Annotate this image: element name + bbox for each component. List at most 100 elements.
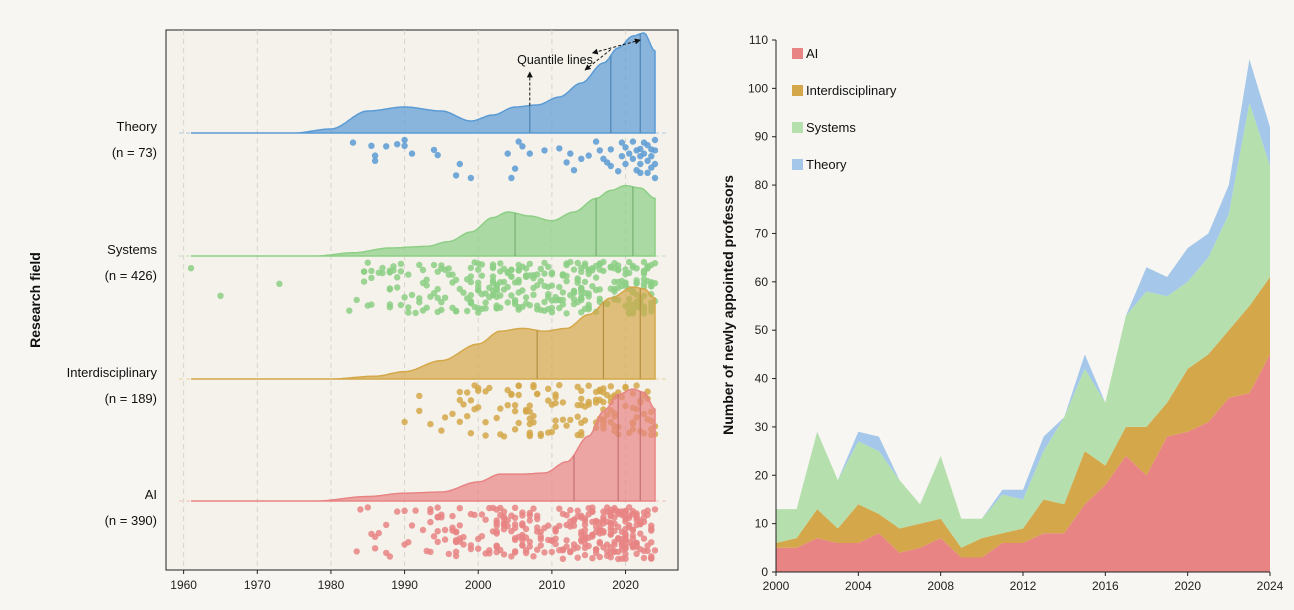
data-point — [648, 280, 655, 287]
data-point — [493, 506, 500, 513]
data-point — [640, 268, 648, 276]
data-point — [622, 160, 629, 168]
data-point — [644, 142, 651, 149]
data-point — [548, 401, 556, 408]
x-tick-label-2020: 2020 — [1174, 579, 1201, 593]
data-point — [416, 392, 423, 400]
data-point — [493, 305, 500, 312]
data-point — [511, 402, 519, 409]
data-point — [522, 408, 530, 415]
y-tick-label-20: 20 — [755, 468, 769, 482]
data-point — [556, 547, 563, 554]
ridgeline-groups — [179, 32, 669, 563]
data-point — [578, 296, 585, 304]
data-point — [383, 521, 390, 529]
data-point — [508, 292, 515, 299]
data-point — [471, 511, 478, 519]
data-point — [478, 511, 486, 518]
data-point — [386, 553, 394, 560]
data-point — [386, 304, 394, 311]
ridge-ai — [179, 388, 669, 563]
data-point — [430, 146, 438, 154]
group-label-theory: Theory — [117, 119, 158, 134]
group-n-label-interdisciplinary: (n = 189) — [105, 391, 157, 406]
y-tick-label-30: 30 — [755, 420, 769, 434]
data-point — [460, 541, 467, 548]
data-point — [401, 418, 408, 426]
data-point — [515, 304, 522, 311]
data-point — [412, 309, 419, 317]
data-point — [574, 507, 581, 514]
data-point — [574, 413, 581, 420]
data-point — [434, 514, 441, 521]
data-point — [651, 174, 659, 182]
ridgeline-x-ticks: 1960 1970 1980 1990 2000 2010 2020 — [170, 570, 639, 592]
data-point — [537, 430, 544, 438]
x-tick-label-1960: 1960 — [170, 578, 197, 592]
data-point — [545, 385, 552, 392]
data-point — [607, 531, 614, 538]
data-point — [475, 279, 482, 286]
data-point — [478, 272, 486, 279]
data-point — [633, 279, 640, 287]
data-point — [622, 144, 629, 151]
group-n-label-systems: (n = 426) — [105, 268, 157, 283]
data-point — [397, 301, 405, 309]
data-point — [401, 294, 408, 301]
data-point — [434, 151, 441, 159]
data-point — [394, 508, 401, 515]
data-point — [511, 514, 519, 521]
data-point — [452, 276, 460, 284]
data-point — [626, 523, 633, 531]
data-point — [537, 533, 544, 540]
data-point — [633, 382, 640, 389]
data-point — [401, 507, 408, 514]
data-point — [519, 509, 526, 516]
data-point — [493, 543, 500, 550]
data-point — [607, 509, 614, 516]
data-point — [585, 266, 592, 273]
data-point — [640, 535, 648, 542]
data-point — [567, 416, 574, 424]
data-point — [640, 258, 648, 266]
data-point — [589, 518, 596, 526]
data-point — [592, 523, 600, 531]
data-point — [508, 391, 515, 398]
legend-swatch-systems — [792, 122, 803, 133]
data-point — [541, 259, 548, 267]
data-point — [449, 512, 456, 520]
data-point — [530, 284, 537, 292]
data-point — [537, 277, 544, 285]
data-point — [611, 278, 618, 286]
data-point — [416, 407, 423, 415]
x-tick-label-1980: 1980 — [318, 578, 345, 592]
data-point — [475, 387, 482, 394]
data-point — [497, 431, 504, 438]
data-point — [500, 526, 508, 533]
data-point — [460, 533, 467, 541]
data-point — [467, 397, 475, 404]
data-point — [581, 278, 589, 286]
data-point — [556, 505, 563, 512]
data-point — [545, 397, 552, 404]
data-point — [438, 299, 445, 306]
data-point — [637, 517, 644, 524]
ridgeline-group-labels: Theory (n = 73) Systems (n = 426) Interdisci… — [67, 119, 158, 528]
data-point — [644, 507, 651, 514]
data-point — [548, 548, 556, 556]
data-point — [581, 521, 589, 528]
data-point — [449, 271, 456, 278]
data-point — [482, 516, 489, 523]
data-point — [482, 388, 489, 395]
x-tick-label-2004: 2004 — [845, 579, 872, 593]
data-point — [552, 528, 559, 535]
data-point — [581, 551, 589, 559]
data-point — [394, 284, 401, 291]
data-point — [441, 526, 449, 534]
data-point — [644, 263, 651, 270]
data-point — [600, 513, 607, 521]
data-point — [581, 535, 589, 543]
data-point — [600, 258, 607, 266]
data-point — [515, 261, 522, 269]
data-point — [405, 539, 412, 546]
